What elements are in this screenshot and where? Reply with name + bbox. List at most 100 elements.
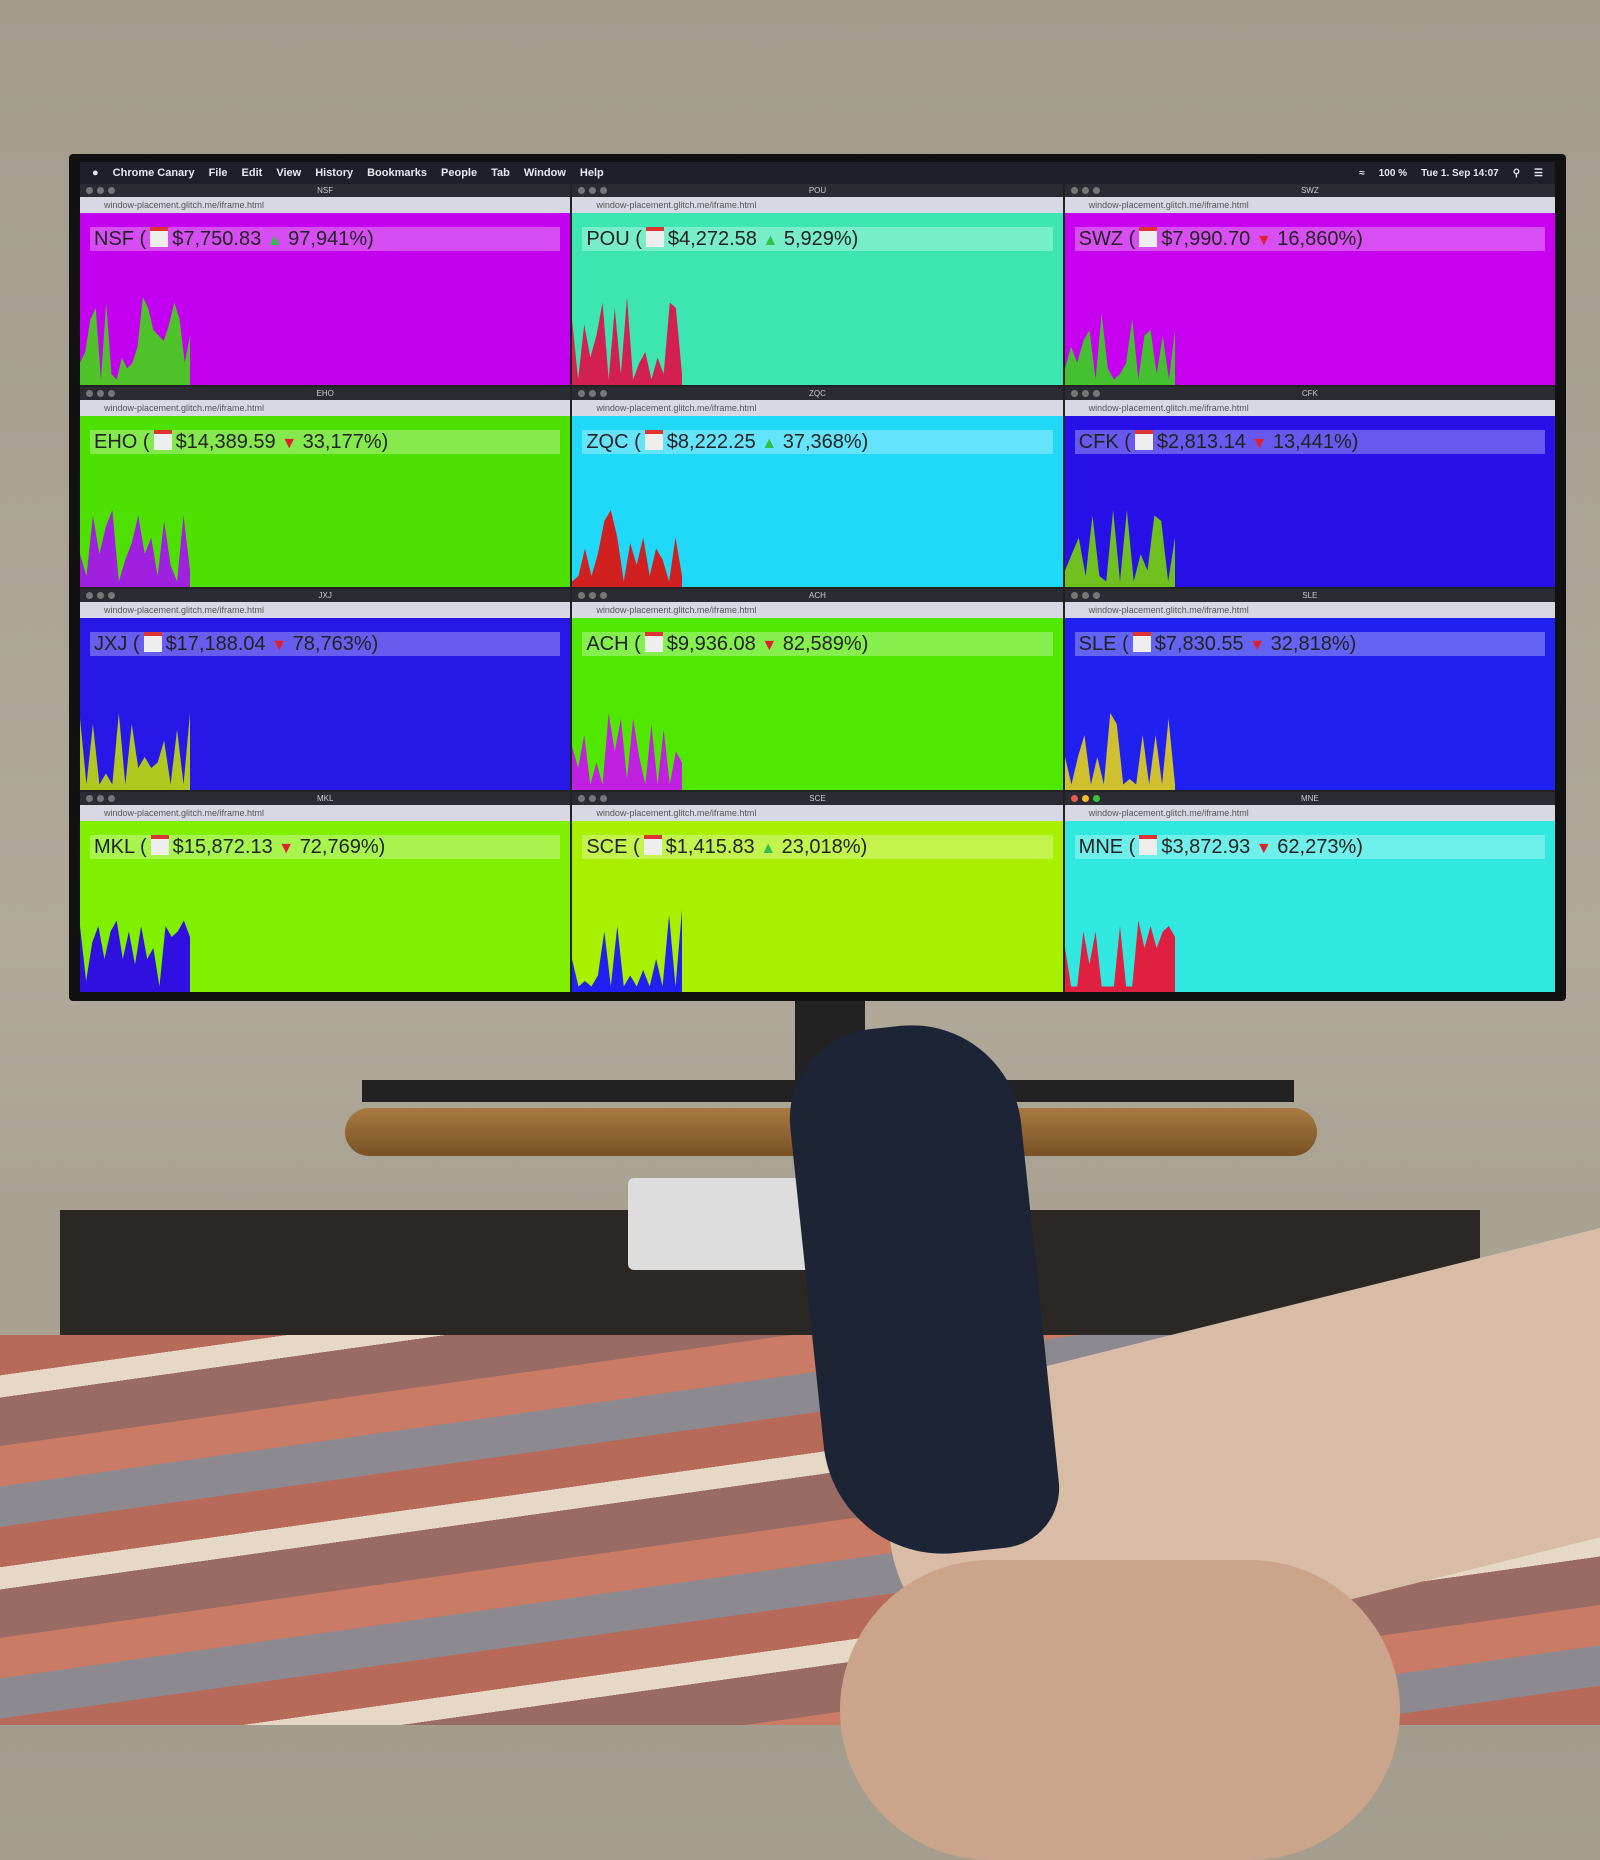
window-titlebar[interactable]: MNE <box>1064 791 1555 805</box>
minimize-button[interactable] <box>97 389 104 397</box>
zoom-button[interactable] <box>1092 187 1100 194</box>
minimize-button[interactable] <box>589 187 597 194</box>
close-button[interactable] <box>578 187 586 194</box>
close-button[interactable] <box>1070 592 1078 599</box>
browser-window-cfk[interactable]: CFK window-placement.glitch.me/iframe.ht… <box>1064 386 1555 587</box>
menu-item[interactable]: Chrome Canary <box>112 167 195 179</box>
minimize-button[interactable] <box>97 592 104 599</box>
menu-item[interactable]: Bookmarks <box>367 167 428 179</box>
minimize-button[interactable] <box>589 389 597 397</box>
close-button[interactable] <box>86 794 93 802</box>
browser-window-mne[interactable]: MNE window-placement.glitch.me/iframe.ht… <box>1064 791 1555 992</box>
minimize-button[interactable] <box>97 187 104 194</box>
search-icon[interactable]: ⚲ <box>1512 167 1521 179</box>
zoom-button[interactable] <box>108 187 115 194</box>
browser-window-jxj[interactable]: JXJ window-placement.glitch.me/iframe.ht… <box>80 589 571 790</box>
window-titlebar[interactable]: EHO <box>80 386 571 400</box>
window-titlebar[interactable]: ZQC <box>572 386 1063 400</box>
menu-item[interactable]: Tab <box>491 167 510 179</box>
url-bar[interactable]: window-placement.glitch.me/iframe.html <box>1064 804 1555 821</box>
url-bar[interactable]: window-placement.glitch.me/iframe.html <box>80 197 571 213</box>
menu-item[interactable]: Window <box>523 167 566 179</box>
zoom-button[interactable] <box>108 592 115 599</box>
window-titlebar[interactable]: SWZ <box>1064 184 1555 197</box>
browser-window-sle[interactable]: SLE window-placement.glitch.me/iframe.ht… <box>1064 589 1555 790</box>
window-titlebar[interactable]: ACH <box>572 589 1063 602</box>
menu-item[interactable]: Help <box>579 167 604 179</box>
minimize-button[interactable] <box>97 794 104 802</box>
stock-panel: EHO ($14,389.59 ▼ 33,177%) <box>80 415 571 587</box>
browser-window-swz[interactable]: SWZ window-placement.glitch.me/iframe.ht… <box>1064 184 1555 385</box>
browser-window-nsf[interactable]: NSF window-placement.glitch.me/iframe.ht… <box>80 184 571 385</box>
menu-item[interactable]: People <box>441 167 478 179</box>
close-button[interactable] <box>1070 389 1078 397</box>
url-bar[interactable]: window-placement.glitch.me/iframe.html <box>1064 399 1555 416</box>
close-button[interactable] <box>86 187 93 194</box>
window-title: POU <box>808 186 827 195</box>
ticker: ACH <box>586 633 629 655</box>
browser-window-eho[interactable]: EHO window-placement.glitch.me/iframe.ht… <box>80 386 571 587</box>
close-button[interactable] <box>578 592 586 599</box>
browser-window-mkl[interactable]: MKL window-placement.glitch.me/iframe.ht… <box>80 791 571 992</box>
browser-window-ach[interactable]: ACH window-placement.glitch.me/iframe.ht… <box>572 589 1063 790</box>
minimize-button[interactable] <box>1081 389 1089 397</box>
zoom-button[interactable] <box>1092 592 1100 599</box>
browser-window-sce[interactable]: SCE window-placement.glitch.me/iframe.ht… <box>572 791 1063 992</box>
percent-change: 13,441%) <box>1272 430 1359 453</box>
minimize-button[interactable] <box>1081 794 1089 802</box>
minimize-button[interactable] <box>589 592 597 599</box>
url-bar[interactable]: window-placement.glitch.me/iframe.html <box>572 197 1063 213</box>
calendar-icon <box>644 429 663 450</box>
close-button[interactable] <box>86 389 93 397</box>
stock-panel: SWZ ($7,990.70 ▼ 16,860%) <box>1064 213 1555 385</box>
menu-item[interactable]: View <box>276 167 302 179</box>
url-bar[interactable]: window-placement.glitch.me/iframe.html <box>80 804 571 821</box>
triangle-up-icon: ▲ <box>762 232 779 249</box>
menu-item[interactable]: Edit <box>241 167 263 179</box>
url-bar[interactable]: window-placement.glitch.me/iframe.html <box>80 399 571 416</box>
url-bar[interactable]: window-placement.glitch.me/iframe.html <box>572 804 1063 821</box>
url-bar[interactable]: window-placement.glitch.me/iframe.html <box>572 399 1063 416</box>
price: $9,936.08 <box>666 633 756 655</box>
window-titlebar[interactable]: SCE <box>572 791 1063 805</box>
close-button[interactable] <box>578 389 586 397</box>
close-button[interactable] <box>1070 187 1078 194</box>
close-button[interactable] <box>86 592 93 599</box>
browser-window-zqc[interactable]: ZQC window-placement.glitch.me/iframe.ht… <box>572 386 1063 587</box>
minimize-button[interactable] <box>1081 592 1089 599</box>
minimize-button[interactable] <box>589 794 597 802</box>
window-titlebar[interactable]: SLE <box>1064 589 1555 602</box>
clock[interactable]: Tue 1. Sep 14:07 <box>1421 167 1499 179</box>
window-titlebar[interactable]: MKL <box>80 791 571 805</box>
window-titlebar[interactable]: NSF <box>80 184 571 197</box>
close-button[interactable] <box>1070 794 1078 802</box>
zoom-button[interactable] <box>600 389 608 397</box>
triangle-up-icon: ▲ <box>761 434 778 452</box>
window-titlebar[interactable]: JXJ <box>80 589 571 602</box>
url-bar[interactable]: window-placement.glitch.me/iframe.html <box>1064 197 1555 213</box>
zoom-button[interactable] <box>108 794 115 802</box>
menu-item[interactable]: History <box>315 167 354 179</box>
zoom-button[interactable] <box>600 187 608 194</box>
stock-label: MNE ($3,872.93 ▼ 62,273%) <box>1074 834 1545 859</box>
calendar-icon <box>1139 227 1158 247</box>
zoom-button[interactable] <box>1092 389 1100 397</box>
battery-status[interactable]: 100 % <box>1378 167 1408 179</box>
minimize-button[interactable] <box>1081 187 1089 194</box>
window-titlebar[interactable]: POU <box>572 184 1063 197</box>
list-icon[interactable]: ☰ <box>1534 167 1543 179</box>
zoom-button[interactable] <box>108 389 115 397</box>
zoom-button[interactable] <box>600 794 608 802</box>
zoom-button[interactable] <box>1092 794 1100 802</box>
close-button[interactable] <box>578 794 586 802</box>
zoom-button[interactable] <box>600 592 608 599</box>
window-titlebar[interactable]: CFK <box>1064 386 1555 400</box>
menu-item[interactable]: File <box>208 167 228 179</box>
wifi-icon[interactable]: ≈ <box>1359 167 1365 179</box>
url-bar[interactable]: window-placement.glitch.me/iframe.html <box>80 602 571 618</box>
url-bar[interactable]: window-placement.glitch.me/iframe.html <box>572 602 1063 618</box>
browser-window-pou[interactable]: POU window-placement.glitch.me/iframe.ht… <box>572 184 1063 385</box>
url-bar[interactable]: window-placement.glitch.me/iframe.html <box>1064 602 1555 618</box>
apple-icon[interactable]: ● <box>92 167 99 179</box>
stock-label: SWZ ($7,990.70 ▼ 16,860%) <box>1074 227 1545 251</box>
